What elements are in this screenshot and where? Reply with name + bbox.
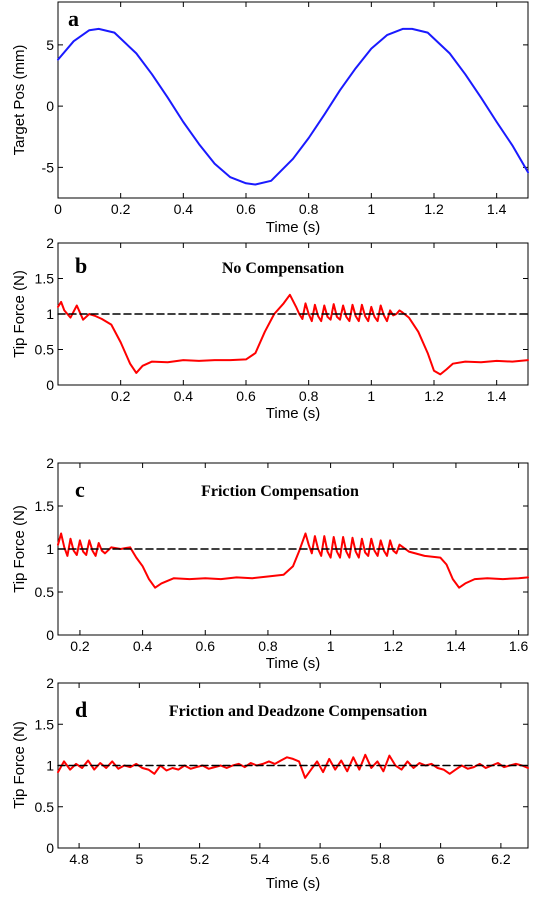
x-tick-label: 5.4 — [250, 851, 270, 867]
data-series-line — [57, 753, 529, 779]
y-tick-label: 1.5 — [35, 271, 55, 287]
x-tick-label: 0.6 — [236, 201, 256, 217]
data-series-line — [57, 27, 529, 186]
y-tick-label: 0 — [46, 627, 54, 643]
x-tick-label: 6 — [437, 851, 445, 867]
y-tick-label: 0 — [46, 840, 54, 856]
series-group — [57, 27, 529, 186]
series-group — [57, 753, 529, 779]
series-group — [57, 532, 529, 589]
panel-title: Friction and Deadzone Compensation — [169, 703, 427, 720]
x-tick-label: 0.6 — [196, 638, 216, 654]
x-tick-label: 0.2 — [111, 388, 131, 404]
panel-letter: a — [68, 6, 79, 31]
x-tick-label: 1.4 — [487, 388, 507, 404]
x-tick-label: 0.4 — [174, 201, 194, 217]
data-series-line — [57, 293, 529, 376]
x-tick-label: 0.4 — [133, 638, 153, 654]
panel-a: 0 0.2 0.4 0.6 0.8 1 1.2 1.4 -5 0 5 a Time (s) Targ… — [11, 1, 529, 236]
panel-title: Friction Compensation — [201, 483, 359, 500]
panel-d: 4.8 5 5.2 5.4 5.6 5.8 6 6.2 0 0.5 1 1.5 2 d Friction… — [11, 675, 529, 892]
y-tick-label: 0.5 — [35, 584, 55, 600]
plot-frame — [57, 1, 529, 199]
x-tick-label: 1.4 — [487, 201, 507, 217]
panel-b: 0.2 0.4 0.6 0.8 1 1.2 1.4 0 0.5 1 1.5 2 b No Compen… — [11, 235, 529, 422]
x-tick-label: 5.6 — [310, 851, 330, 867]
x-tick-label: 0 — [54, 201, 62, 217]
x-tick-label: 1.2 — [384, 638, 404, 654]
y-tick-label: -5 — [42, 159, 55, 175]
data-series-line — [57, 532, 529, 589]
axis-ticks: 4.8 5 5.2 5.4 5.6 5.8 6 6.2 0 0.5 1 1.5 2 — [35, 675, 528, 867]
y-axis-label: Tip Force (N) — [11, 505, 28, 593]
y-tick-label: 1 — [46, 758, 54, 774]
y-tick-label: 2 — [46, 235, 54, 251]
axis-ticks: 0.2 0.4 0.6 0.8 1 1.2 1.4 0 0.5 1 1.5 2 — [35, 235, 528, 404]
x-tick-label: 1 — [327, 638, 335, 654]
y-tick-label: 1.5 — [35, 716, 55, 732]
x-axis-label: Time (s) — [266, 405, 320, 422]
axis-ticks: 0 0.2 0.4 0.6 0.8 1 1.2 1.4 -5 0 5 — [42, 2, 528, 217]
panel-letter: b — [75, 253, 87, 278]
y-tick-label: 1 — [46, 306, 54, 322]
series-group — [57, 293, 529, 376]
y-tick-label: 0 — [46, 98, 54, 114]
panel-c: 0.2 0.4 0.6 0.8 1 1.2 1.4 1.6 0 0.5 1 1.5 2 c Fricti… — [11, 455, 529, 672]
panel-letter: d — [75, 697, 87, 722]
x-tick-label: 1 — [367, 388, 375, 404]
x-tick-label: 4.8 — [69, 851, 89, 867]
x-axis-label: Time (s) — [266, 875, 320, 892]
x-tick-label: 0.2 — [111, 201, 131, 217]
x-tick-label: 1 — [367, 201, 375, 217]
y-axis-label: Target Pos (mm) — [11, 45, 28, 156]
x-tick-label: 1.2 — [424, 388, 444, 404]
x-tick-label: 6.2 — [491, 851, 511, 867]
y-tick-label: 0.5 — [35, 342, 55, 358]
x-tick-label: 0.8 — [258, 638, 278, 654]
y-axis-label: Tip Force (N) — [11, 721, 28, 809]
x-axis-label: Time (s) — [266, 219, 320, 236]
y-tick-label: 2 — [46, 455, 54, 471]
panel-letter: c — [75, 477, 85, 502]
x-tick-label: 5 — [135, 851, 143, 867]
y-tick-label: 1.5 — [35, 498, 55, 514]
y-tick-label: 1 — [46, 541, 54, 557]
x-tick-label: 0.8 — [299, 388, 319, 404]
y-tick-label: 0.5 — [35, 799, 55, 815]
x-tick-label: 0.8 — [299, 201, 319, 217]
x-tick-label: 0.2 — [70, 638, 90, 654]
x-tick-label: 1.2 — [424, 201, 444, 217]
axis-ticks: 0.2 0.4 0.6 0.8 1 1.2 1.4 1.6 0 0.5 1 1.5 2 — [35, 455, 529, 654]
x-tick-label: 5.2 — [190, 851, 210, 867]
x-tick-label: 1.6 — [509, 638, 529, 654]
x-tick-label: 0.4 — [174, 388, 194, 404]
x-tick-label: 5.8 — [371, 851, 391, 867]
y-tick-label: 5 — [46, 37, 54, 53]
y-tick-label: 2 — [46, 675, 54, 691]
x-axis-label: Time (s) — [266, 655, 320, 672]
x-tick-label: 1.4 — [446, 638, 466, 654]
panel-title: No Compensation — [222, 260, 344, 277]
x-tick-label: 0.6 — [236, 388, 256, 404]
y-axis-label: Tip Force (N) — [11, 270, 28, 358]
y-tick-label: 0 — [46, 377, 54, 393]
